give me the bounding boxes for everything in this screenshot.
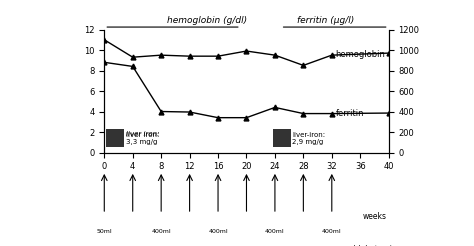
- Text: phlebotomies: phlebotomies: [348, 245, 401, 246]
- FancyBboxPatch shape: [106, 129, 124, 147]
- Text: weeks: weeks: [363, 212, 386, 221]
- Text: 400ml: 400ml: [151, 229, 171, 234]
- Text: liver iron:
3,3 mg/g: liver iron: 3,3 mg/g: [126, 132, 160, 145]
- Text: ferritin (µg/l): ferritin (µg/l): [297, 15, 355, 25]
- Text: liver iron:: liver iron:: [126, 131, 160, 137]
- Text: hemoglobin: hemoglobin: [336, 50, 385, 59]
- Text: 400ml: 400ml: [265, 229, 285, 234]
- Text: liver-iron:
2,9 mg/g: liver-iron: 2,9 mg/g: [292, 132, 325, 145]
- FancyBboxPatch shape: [273, 129, 291, 147]
- Text: 50ml: 50ml: [97, 229, 112, 234]
- Text: ferritin: ferritin: [336, 109, 364, 118]
- Text: hemoglobin (g/dl): hemoglobin (g/dl): [167, 15, 247, 25]
- Text: 400ml: 400ml: [322, 229, 342, 234]
- Text: 400ml: 400ml: [208, 229, 228, 234]
